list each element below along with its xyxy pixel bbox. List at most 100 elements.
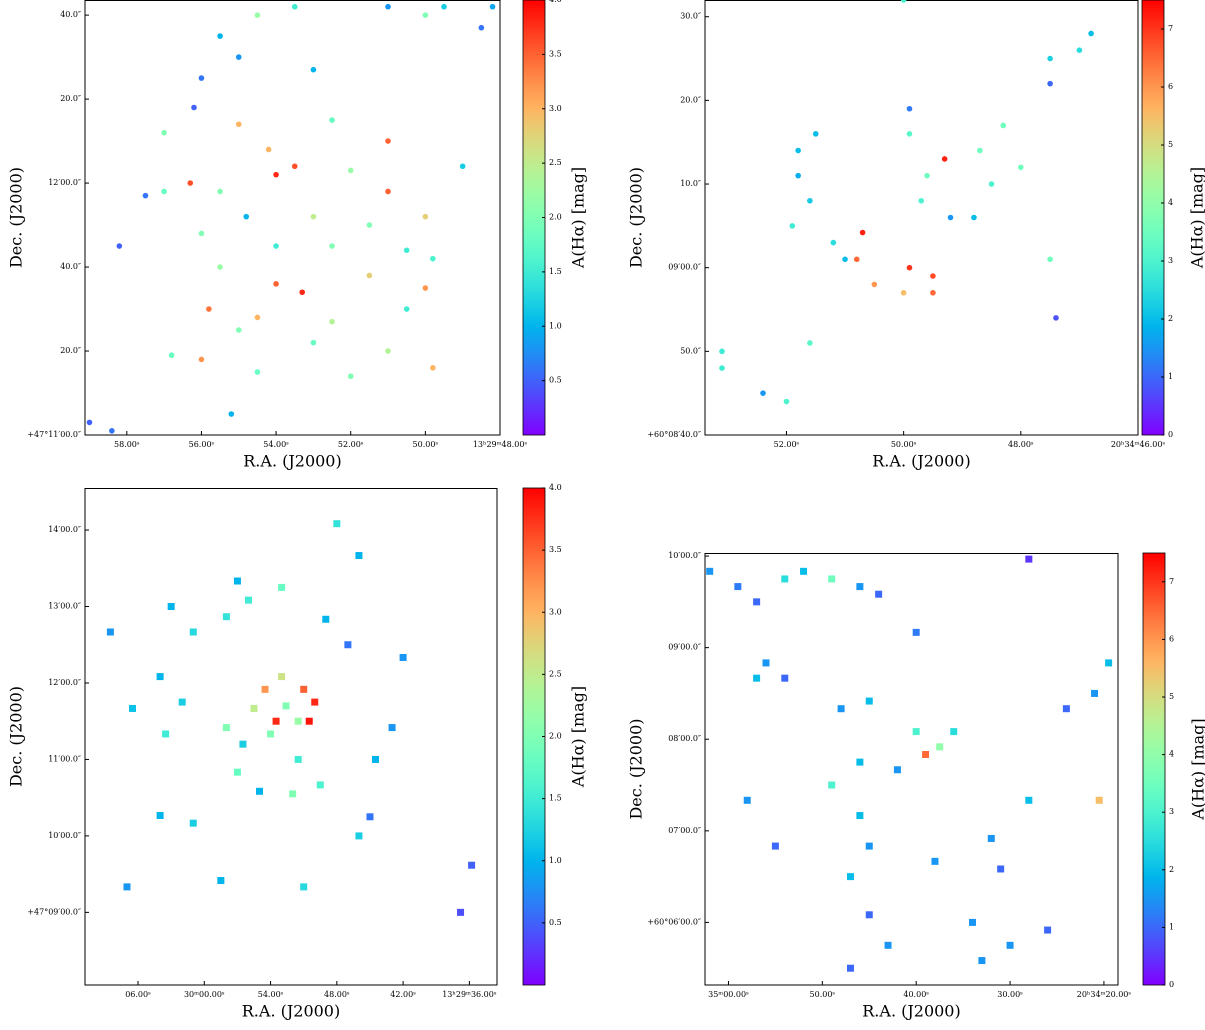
data-point [807, 197, 813, 204]
data-point [906, 105, 913, 112]
data-pixel [311, 698, 319, 706]
data-point [385, 188, 391, 195]
data-pixel [123, 883, 131, 891]
data-point [719, 348, 725, 355]
colorbar-tick-label: 1.0 [549, 321, 562, 330]
data-point [807, 340, 813, 346]
colorbar-tick-label: 5 [1169, 692, 1174, 701]
colorbar-tick-label: 3.5 [549, 545, 562, 554]
data-point [198, 356, 205, 363]
x-axis-label: R.A. (J2000) [242, 1002, 340, 1021]
colorbar-tick-label: 7 [1169, 577, 1174, 586]
data-point [109, 428, 115, 434]
y-tick-label: 14′00.0″ [48, 525, 81, 534]
y-tick-label: +60°08′40.0″ [647, 430, 701, 439]
data-pixel [931, 857, 939, 865]
data-point [235, 121, 242, 128]
y-axis-label: Dec. (J2000) [7, 167, 26, 268]
data-point [795, 147, 801, 154]
y-tick-label: 30.0″ [680, 12, 701, 21]
data-pixel [167, 603, 175, 611]
data-point [217, 264, 223, 270]
x-tick-label: 42.00ˢ [390, 990, 416, 999]
data-pixel [355, 832, 363, 840]
data-point [812, 131, 819, 137]
y-tick-label: 20.0″ [680, 95, 701, 104]
colorbar-tick-label: 3 [1168, 256, 1173, 265]
data-pixel [753, 674, 761, 682]
data-pixel [884, 941, 892, 949]
data-point [900, 0, 907, 3]
data-point [478, 24, 485, 31]
data-point [1000, 122, 1007, 129]
x-tick-label: 50.00ˢ [891, 440, 917, 449]
data-pixel [865, 697, 873, 705]
colorbar-tick-label: 1 [1169, 922, 1174, 931]
data-pixel [781, 674, 789, 682]
colorbar-label: A(Hα) [mag] [569, 167, 588, 269]
data-pixel [322, 615, 330, 623]
y-tick-label: +47°09′00.0″ [27, 907, 81, 916]
data-point [243, 213, 250, 220]
x-axis-label: R.A. (J2000) [862, 1002, 960, 1021]
data-point [918, 197, 925, 204]
data-point [86, 419, 93, 426]
data-point [930, 273, 936, 279]
colorbar [522, 0, 546, 436]
x-tick-label: 48.00ˢ [324, 990, 350, 999]
data-pixel [846, 964, 854, 972]
data-point [795, 172, 801, 179]
data-pixel [828, 575, 836, 583]
colorbar-label: A(Hα) [mag] [1189, 718, 1205, 820]
y-tick-label: 13′00.0″ [48, 602, 81, 611]
data-pixel [272, 717, 280, 725]
data-point [1053, 315, 1059, 321]
colorbar-tick-label: 5 [1168, 140, 1173, 149]
colorbar-tick-label: 3.5 [549, 49, 562, 58]
y-tick-label: 12′00.0″ [48, 678, 81, 687]
y-tick-label: 50.0″ [680, 346, 701, 355]
data-point [1018, 164, 1024, 171]
data-pixel [300, 883, 308, 891]
data-point [1047, 55, 1053, 62]
data-point [906, 131, 913, 137]
data-point [385, 3, 391, 10]
data-pixel [734, 583, 742, 591]
data-point [329, 117, 335, 123]
colorbar [1142, 552, 1166, 986]
data-point [347, 167, 354, 174]
data-pixel [1095, 796, 1103, 804]
data-pixel [289, 790, 297, 798]
data-pixel [1006, 941, 1014, 949]
colorbar-tick-label: 6 [1168, 82, 1173, 91]
data-point [161, 129, 167, 136]
y-tick-label: 10.0″ [680, 179, 701, 188]
colorbar-tick-label: 0.5 [549, 918, 562, 927]
data-point [198, 230, 205, 237]
data-pixel [753, 598, 761, 606]
y-tick-label: 08′00.0″ [668, 734, 701, 743]
colorbar-tick-label: 2.5 [549, 158, 562, 167]
colorbar [522, 487, 546, 986]
data-pixel [128, 704, 136, 712]
data-pixel [282, 702, 290, 710]
x-tick-label: 20ʰ34ᵐ46.00ˢ [1111, 440, 1166, 449]
data-point [329, 243, 335, 249]
data-point [161, 188, 167, 195]
data-point [206, 306, 212, 312]
data-pixel [222, 724, 230, 732]
colorbar-tick-label: 2.0 [549, 213, 562, 222]
data-pixel [856, 583, 864, 591]
x-tick-label: 48.00ˢ [1008, 440, 1034, 449]
data-pixel [997, 865, 1005, 873]
data-pixel [278, 673, 286, 681]
y-tick-label: 12′00.0″ [48, 178, 81, 187]
y-tick-label: 11′00.0″ [48, 754, 81, 763]
data-pixel [162, 730, 170, 738]
data-pixel [250, 704, 258, 712]
x-tick-label: 58.00ˢ [114, 440, 140, 449]
data-pixel [366, 813, 374, 821]
data-point [191, 104, 197, 111]
data-point [385, 138, 391, 144]
data-pixel [800, 567, 808, 575]
